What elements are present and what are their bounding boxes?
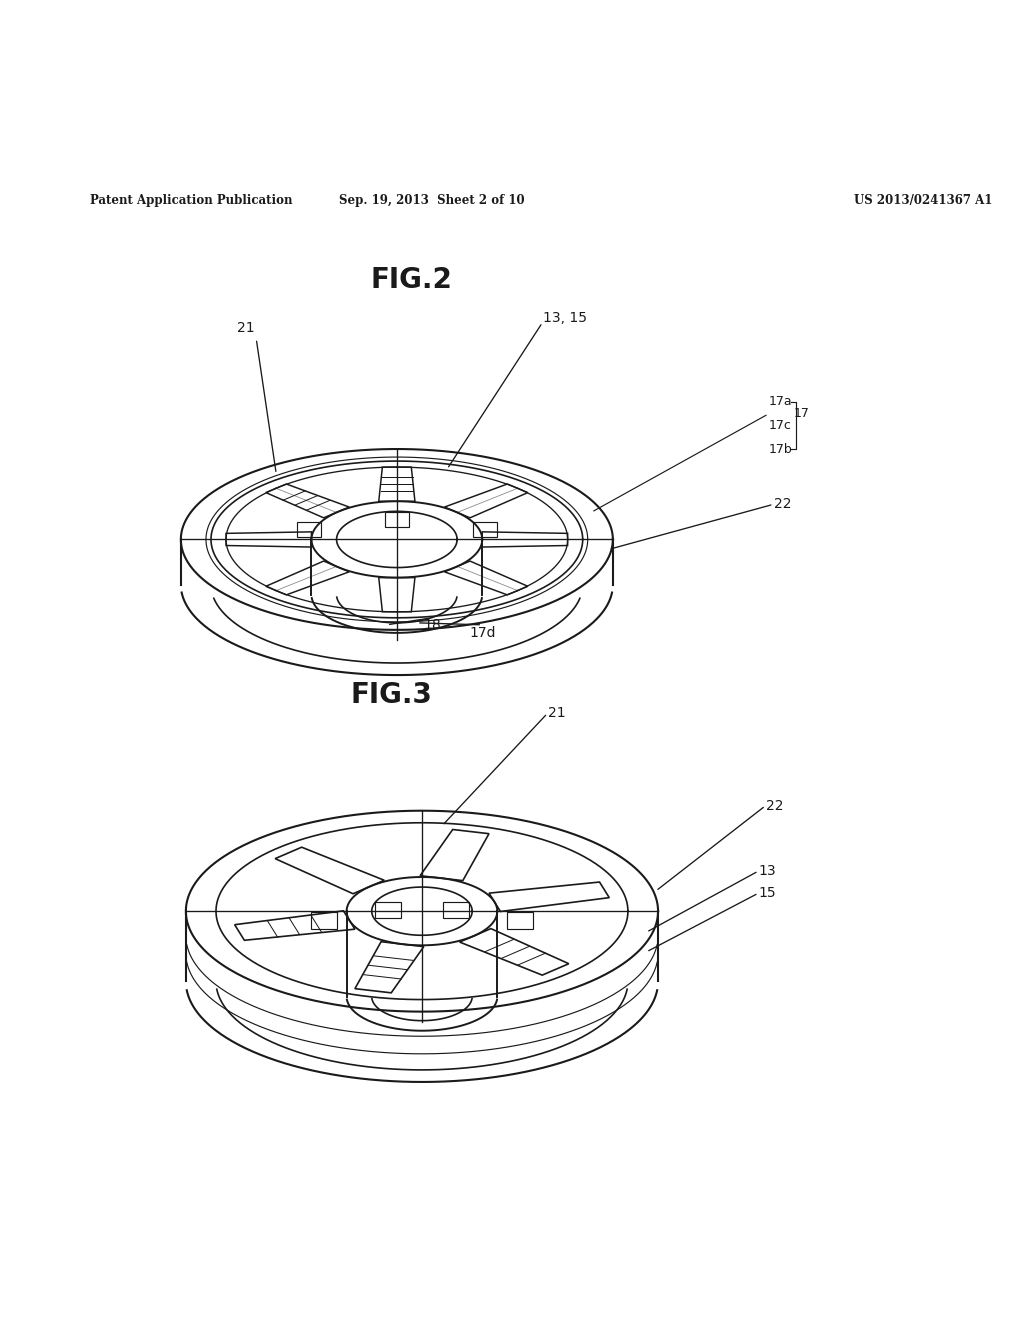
Text: 21: 21 — [548, 706, 565, 721]
Text: 17d: 17d — [469, 626, 496, 640]
Text: Sep. 19, 2013  Sheet 2 of 10: Sep. 19, 2013 Sheet 2 of 10 — [339, 194, 525, 207]
Bar — [507, 912, 532, 928]
Bar — [311, 912, 337, 928]
Text: 18: 18 — [423, 618, 441, 632]
Bar — [473, 523, 497, 537]
Text: Patent Application Publication: Patent Application Publication — [90, 194, 293, 207]
Bar — [375, 903, 401, 919]
Text: FIG.3: FIG.3 — [351, 681, 433, 709]
Text: 21: 21 — [238, 322, 255, 335]
Text: 15: 15 — [759, 886, 776, 900]
Text: FIG.2: FIG.2 — [371, 267, 453, 294]
Text: 17a: 17a — [769, 395, 793, 408]
Bar — [297, 523, 321, 537]
Bar — [385, 512, 409, 528]
Text: 13, 15: 13, 15 — [543, 312, 587, 326]
Text: 17c: 17c — [769, 420, 792, 433]
Text: 22: 22 — [766, 799, 783, 813]
Text: 22: 22 — [773, 498, 792, 511]
Text: 17b: 17b — [769, 442, 793, 455]
Bar — [443, 903, 469, 919]
Text: 13: 13 — [759, 865, 776, 878]
Text: US 2013/0241367 A1: US 2013/0241367 A1 — [854, 194, 992, 207]
Text: 17: 17 — [794, 408, 810, 420]
